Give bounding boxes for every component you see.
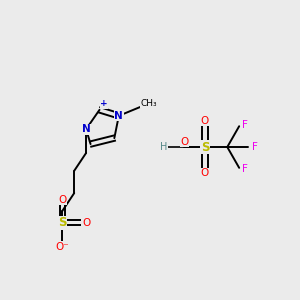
Text: O: O bbox=[201, 168, 209, 178]
Text: O: O bbox=[58, 195, 66, 205]
Text: N: N bbox=[114, 111, 123, 121]
Text: O: O bbox=[82, 218, 91, 228]
Text: CH₃: CH₃ bbox=[141, 98, 158, 107]
Text: F: F bbox=[242, 120, 248, 130]
Text: N: N bbox=[82, 124, 91, 134]
Text: H: H bbox=[160, 142, 167, 152]
Text: S: S bbox=[201, 140, 209, 154]
Text: O: O bbox=[201, 116, 209, 126]
Text: +: + bbox=[100, 99, 108, 108]
Text: F: F bbox=[242, 164, 248, 174]
Text: O: O bbox=[180, 137, 188, 147]
Text: O⁻: O⁻ bbox=[56, 242, 69, 252]
Text: F: F bbox=[252, 142, 258, 152]
Text: S: S bbox=[58, 216, 67, 229]
